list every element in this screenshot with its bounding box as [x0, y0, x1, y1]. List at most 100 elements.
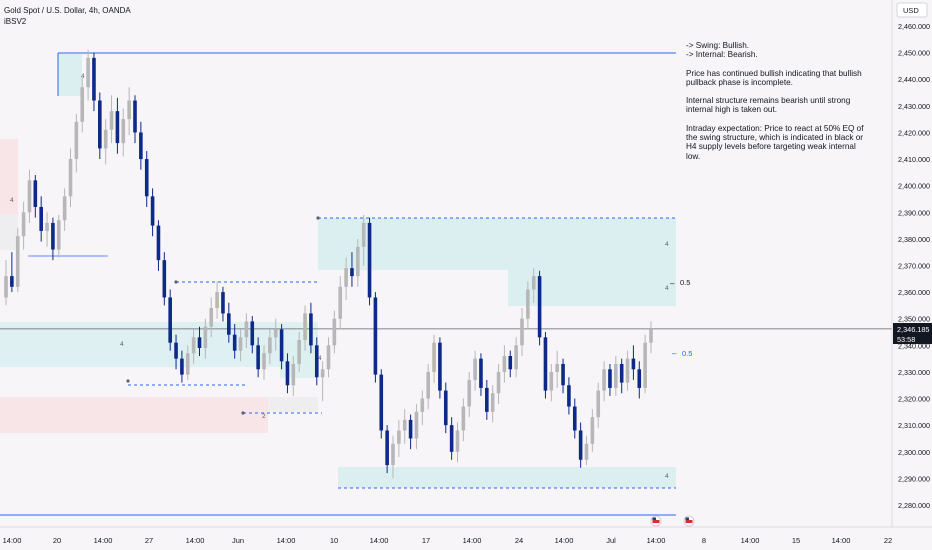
- flag-stripe: [652, 520, 660, 523]
- candle: [103, 119, 108, 165]
- candle: [367, 217, 372, 306]
- candle: [619, 358, 624, 394]
- zone-mark-label: 4: [665, 241, 669, 248]
- candle: [156, 220, 161, 271]
- zone-mark-label: 4: [665, 285, 669, 292]
- candle-body: [180, 358, 184, 375]
- candle-body: [256, 345, 260, 370]
- candle-body: [56, 220, 61, 250]
- candle: [86, 49, 90, 101]
- symbol-title: Gold Spot / U.S. Dollar, 4h, OANDA: [4, 6, 131, 15]
- candle: [150, 188, 155, 237]
- y-tick-label: 2,330.000: [898, 368, 930, 377]
- candle: [496, 363, 501, 404]
- candle-body: [531, 276, 536, 290]
- candle: [326, 337, 331, 378]
- candle: [461, 398, 466, 442]
- candle-body: [98, 100, 102, 149]
- x-tick-label: 14:00: [555, 536, 574, 545]
- chart-header: Gold Spot / U.S. Dollar, 4h, OANDA iBSV2: [4, 5, 131, 27]
- candle-body: [619, 363, 624, 383]
- candle-body: [643, 342, 647, 388]
- candle-body: [279, 329, 284, 362]
- candle: [338, 276, 343, 330]
- candle-body: [637, 369, 642, 388]
- indicator-label[interactable]: iBSV2: [4, 17, 27, 26]
- candle: [197, 326, 202, 356]
- candle: [68, 148, 73, 207]
- candle: [625, 350, 630, 391]
- candle: [543, 332, 548, 399]
- candle: [361, 214, 366, 266]
- candle-body: [285, 361, 290, 386]
- candle: [33, 175, 38, 218]
- candle-body: [203, 326, 208, 348]
- candles-layer: [4, 49, 653, 479]
- candle: [549, 363, 554, 402]
- candle-body: [567, 385, 571, 407]
- candle-body: [268, 337, 272, 354]
- zone-mark-label: 2: [262, 413, 266, 420]
- candle: [139, 121, 143, 170]
- candle-body: [602, 369, 606, 391]
- grey-zone-left: [0, 214, 18, 250]
- candle: [414, 403, 419, 450]
- candle: [584, 435, 589, 466]
- candle-body: [150, 196, 155, 226]
- candle-body: [144, 159, 149, 197]
- candle-body: [508, 355, 513, 370]
- y-tick-label: 2,450.000: [898, 49, 930, 58]
- candle-body: [133, 100, 137, 133]
- candle-body: [103, 129, 108, 149]
- candle: [555, 350, 559, 388]
- candle: [303, 305, 307, 351]
- last-price-bg: [893, 323, 932, 344]
- candle: [109, 95, 114, 144]
- candle: [45, 212, 49, 247]
- candle: [391, 435, 395, 479]
- candle: [332, 310, 337, 354]
- candle: [256, 337, 260, 378]
- candle-body: [367, 222, 372, 298]
- candle-body: [584, 443, 589, 460]
- candle: [4, 260, 8, 306]
- candle: [232, 324, 237, 359]
- note-swing: -> Swing: Bullish. -> Internal: Bearish.: [686, 41, 758, 60]
- last-price-value: 2,346.185: [897, 325, 929, 334]
- candle-body: [514, 345, 518, 370]
- x-tick-label: 15: [792, 536, 800, 545]
- flag-stripe: [685, 520, 693, 523]
- structure-point: [174, 280, 178, 284]
- candle: [180, 350, 184, 383]
- candle-body: [572, 406, 577, 431]
- y-tick-label: 2,410.000: [898, 155, 930, 164]
- candle-body: [614, 363, 618, 388]
- candle-body: [244, 321, 249, 338]
- x-tick-label: 14:00: [277, 536, 296, 545]
- candle-body: [51, 222, 55, 250]
- candle: [314, 337, 319, 386]
- candle-body: [549, 371, 554, 391]
- candle: [379, 369, 384, 439]
- candle: [262, 345, 266, 380]
- candle-body: [156, 225, 161, 261]
- x-tick-label: 14:00: [463, 536, 482, 545]
- supply-zone-lower: [508, 270, 676, 306]
- candle: [631, 345, 636, 380]
- candle: [291, 355, 296, 396]
- zone-mark-label: 4: [81, 73, 85, 80]
- candle: [21, 201, 26, 250]
- y-tick-label: 2,310.000: [898, 421, 930, 430]
- candle-body: [520, 318, 524, 346]
- candle-body: [303, 313, 307, 341]
- last-price-countdown: 53:58: [897, 335, 915, 344]
- candle: [572, 398, 577, 439]
- x-tick-label: 14:00: [186, 536, 205, 545]
- flag-canton: [652, 517, 656, 520]
- note-continuation: Price has continued bullish indicating t…: [686, 68, 862, 87]
- candle-body: [473, 358, 477, 380]
- y-tick-label: 2,430.000: [898, 102, 930, 111]
- candle: [279, 324, 284, 370]
- candle: [350, 252, 354, 287]
